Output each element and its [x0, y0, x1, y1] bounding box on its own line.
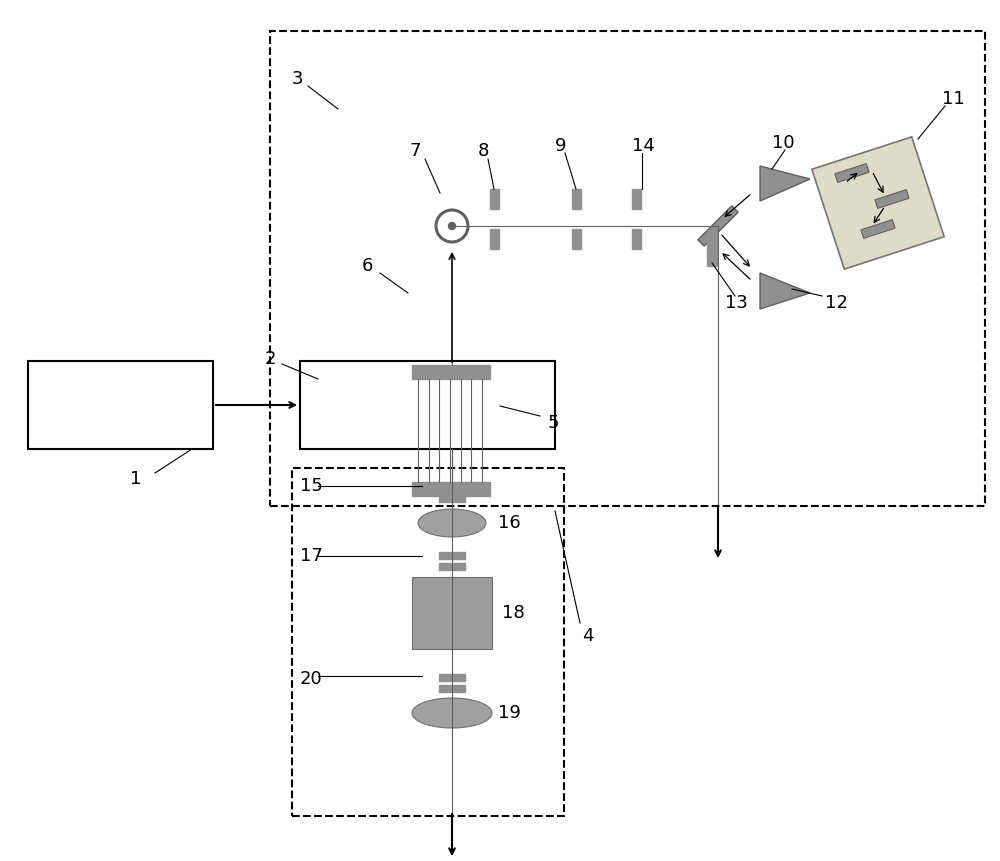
Text: 1: 1: [130, 470, 141, 488]
Text: 3: 3: [292, 70, 304, 88]
Bar: [439, 674, 465, 681]
Text: 4: 4: [582, 627, 594, 645]
Polygon shape: [698, 206, 738, 246]
Bar: [412, 482, 490, 496]
Bar: [412, 365, 490, 379]
Polygon shape: [861, 220, 895, 238]
Polygon shape: [760, 166, 810, 201]
Bar: [439, 685, 465, 692]
Text: 12: 12: [825, 294, 848, 312]
Text: 16: 16: [498, 514, 521, 532]
Bar: [439, 495, 465, 502]
Polygon shape: [875, 189, 909, 208]
Ellipse shape: [418, 509, 486, 537]
Text: 7: 7: [410, 142, 421, 160]
Polygon shape: [760, 273, 810, 309]
Bar: [572, 189, 581, 209]
Bar: [439, 563, 465, 570]
Bar: [632, 229, 641, 249]
Text: 10: 10: [772, 134, 795, 152]
Text: 19: 19: [498, 704, 521, 722]
Ellipse shape: [412, 698, 492, 728]
Text: 9: 9: [555, 137, 566, 155]
Polygon shape: [812, 137, 944, 269]
Text: 6: 6: [362, 257, 373, 275]
Text: 11: 11: [942, 90, 965, 108]
Text: 18: 18: [502, 604, 525, 622]
Bar: [439, 552, 465, 559]
Text: 15: 15: [300, 477, 323, 495]
Text: 5: 5: [548, 414, 560, 432]
Ellipse shape: [448, 222, 456, 230]
Text: 20: 20: [300, 670, 323, 688]
Text: 13: 13: [725, 294, 748, 312]
Bar: [632, 189, 641, 209]
Bar: [300, 361, 555, 449]
Polygon shape: [835, 164, 869, 183]
Text: 17: 17: [300, 547, 323, 565]
Bar: [707, 230, 717, 266]
Bar: [490, 229, 499, 249]
Bar: [412, 577, 492, 649]
Text: 8: 8: [478, 142, 489, 160]
Bar: [572, 229, 581, 249]
Bar: [490, 189, 499, 209]
Text: 2: 2: [265, 350, 276, 368]
Text: 14: 14: [632, 137, 655, 155]
Bar: [28, 361, 213, 449]
Bar: [439, 484, 465, 491]
